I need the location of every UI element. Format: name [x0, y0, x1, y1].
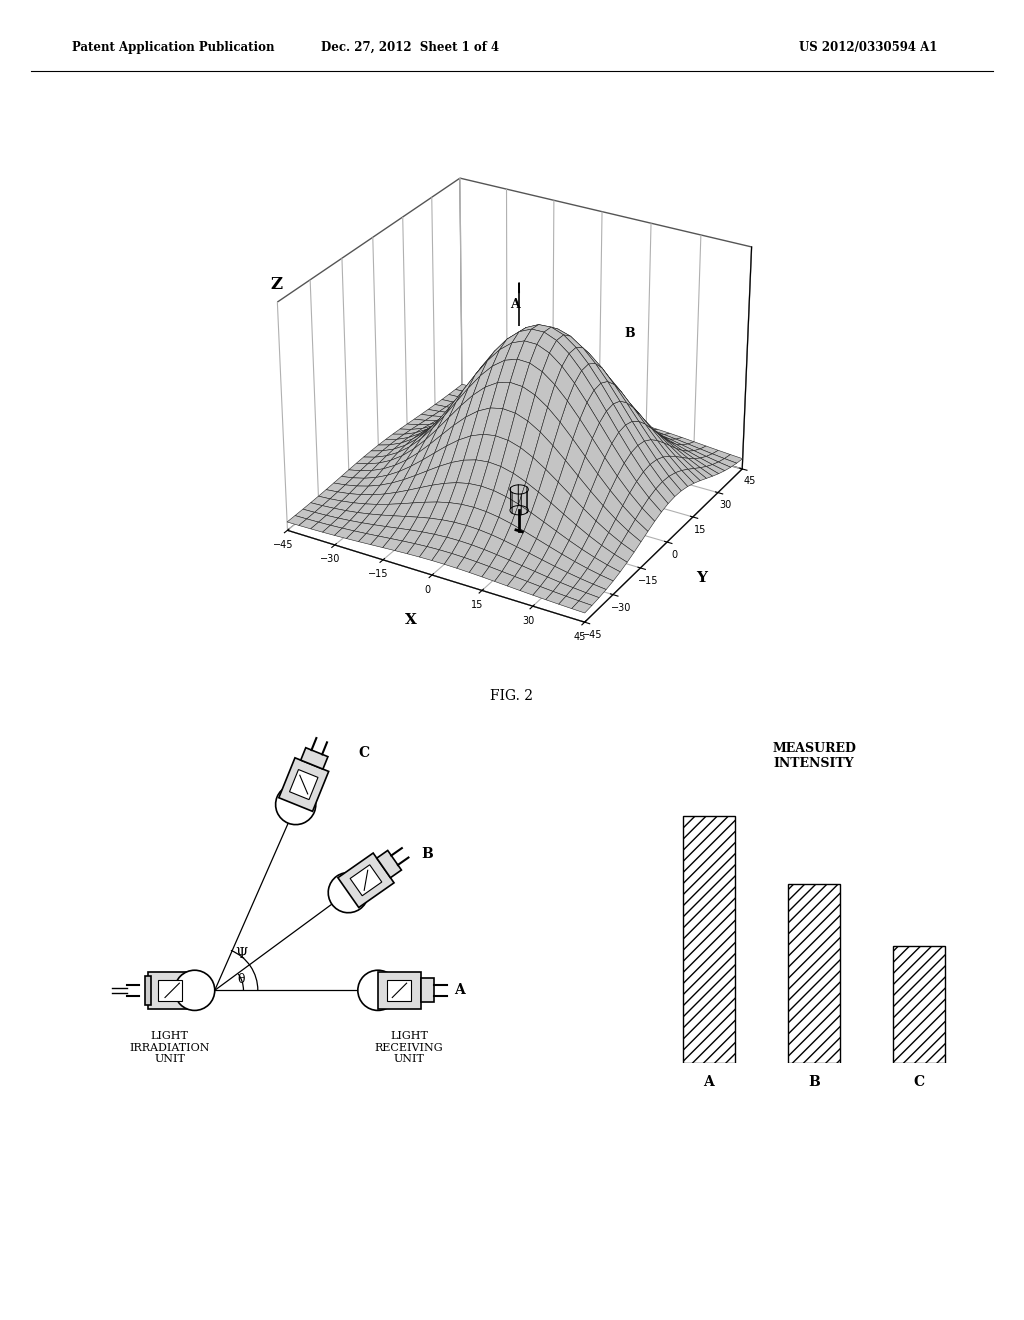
- Text: A: A: [455, 983, 465, 998]
- Bar: [338, 853, 394, 908]
- Bar: [144, 975, 151, 1005]
- Circle shape: [357, 970, 398, 1010]
- Text: Dec. 27, 2012  Sheet 1 of 4: Dec. 27, 2012 Sheet 1 of 4: [321, 41, 499, 54]
- Bar: [893, 945, 945, 1063]
- X-axis label: X: X: [406, 612, 417, 627]
- Bar: [148, 972, 191, 1008]
- Text: C: C: [913, 1074, 925, 1089]
- Bar: [421, 978, 434, 1002]
- Bar: [301, 747, 328, 770]
- Text: θ: θ: [238, 973, 245, 986]
- Bar: [378, 972, 421, 1008]
- Text: FIG. 1: FIG. 1: [490, 132, 534, 145]
- Circle shape: [174, 970, 215, 1010]
- Y-axis label: Y: Y: [696, 570, 708, 585]
- Bar: [387, 979, 412, 1001]
- Bar: [290, 770, 318, 800]
- Text: B: B: [808, 1074, 820, 1089]
- Bar: [350, 865, 382, 896]
- Text: C: C: [358, 747, 370, 760]
- Text: LIGHT
RECEIVING
UNIT: LIGHT RECEIVING UNIT: [375, 1031, 443, 1064]
- Bar: [683, 816, 735, 1063]
- Bar: [787, 884, 841, 1063]
- Circle shape: [275, 784, 315, 825]
- Text: Ψ: Ψ: [234, 948, 247, 961]
- Bar: [279, 758, 329, 812]
- Text: LIGHT
IRRADIATION
UNIT: LIGHT IRRADIATION UNIT: [129, 1031, 210, 1064]
- Text: B: B: [421, 847, 433, 861]
- Text: MEASURED
INTENSITY: MEASURED INTENSITY: [772, 742, 856, 771]
- Bar: [377, 850, 401, 878]
- Text: FIG. 2: FIG. 2: [490, 689, 534, 704]
- Text: A: A: [703, 1074, 715, 1089]
- Bar: [158, 979, 181, 1001]
- Text: Patent Application Publication: Patent Application Publication: [72, 41, 274, 54]
- Circle shape: [329, 873, 369, 912]
- Text: US 2012/0330594 A1: US 2012/0330594 A1: [799, 41, 937, 54]
